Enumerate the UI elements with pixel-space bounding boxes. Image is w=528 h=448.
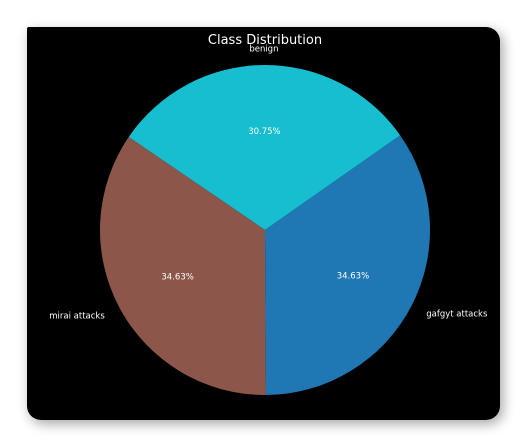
pie-slice-gafgyt-attacks — [265, 135, 430, 395]
pie-slice-mirai-attacks — [100, 136, 266, 395]
slice-percent-label: 34.63% — [161, 273, 193, 283]
slice-category-label: benign — [249, 45, 278, 55]
slice-category-label: mirai attacks — [49, 311, 105, 321]
chart-title: Class Distribution — [208, 33, 322, 48]
slice-percent-label: 30.75% — [248, 127, 280, 137]
pie-slices — [100, 65, 430, 395]
pie-labels: 30.75% benign 34.63% mirai attacks 34.63% gaf… — [49, 45, 488, 322]
pie-chart: Class Distribution 30.75% benign 34.63% mir… — [49, 33, 488, 395]
pie-slice-benign — [128, 65, 401, 230]
chart-frame: Class Distribution 30.75% benign 34.63% mir… — [27, 27, 500, 420]
slice-percent-label: 34.63% — [337, 271, 369, 281]
slice-category-label: gafgyt attacks — [426, 309, 488, 319]
